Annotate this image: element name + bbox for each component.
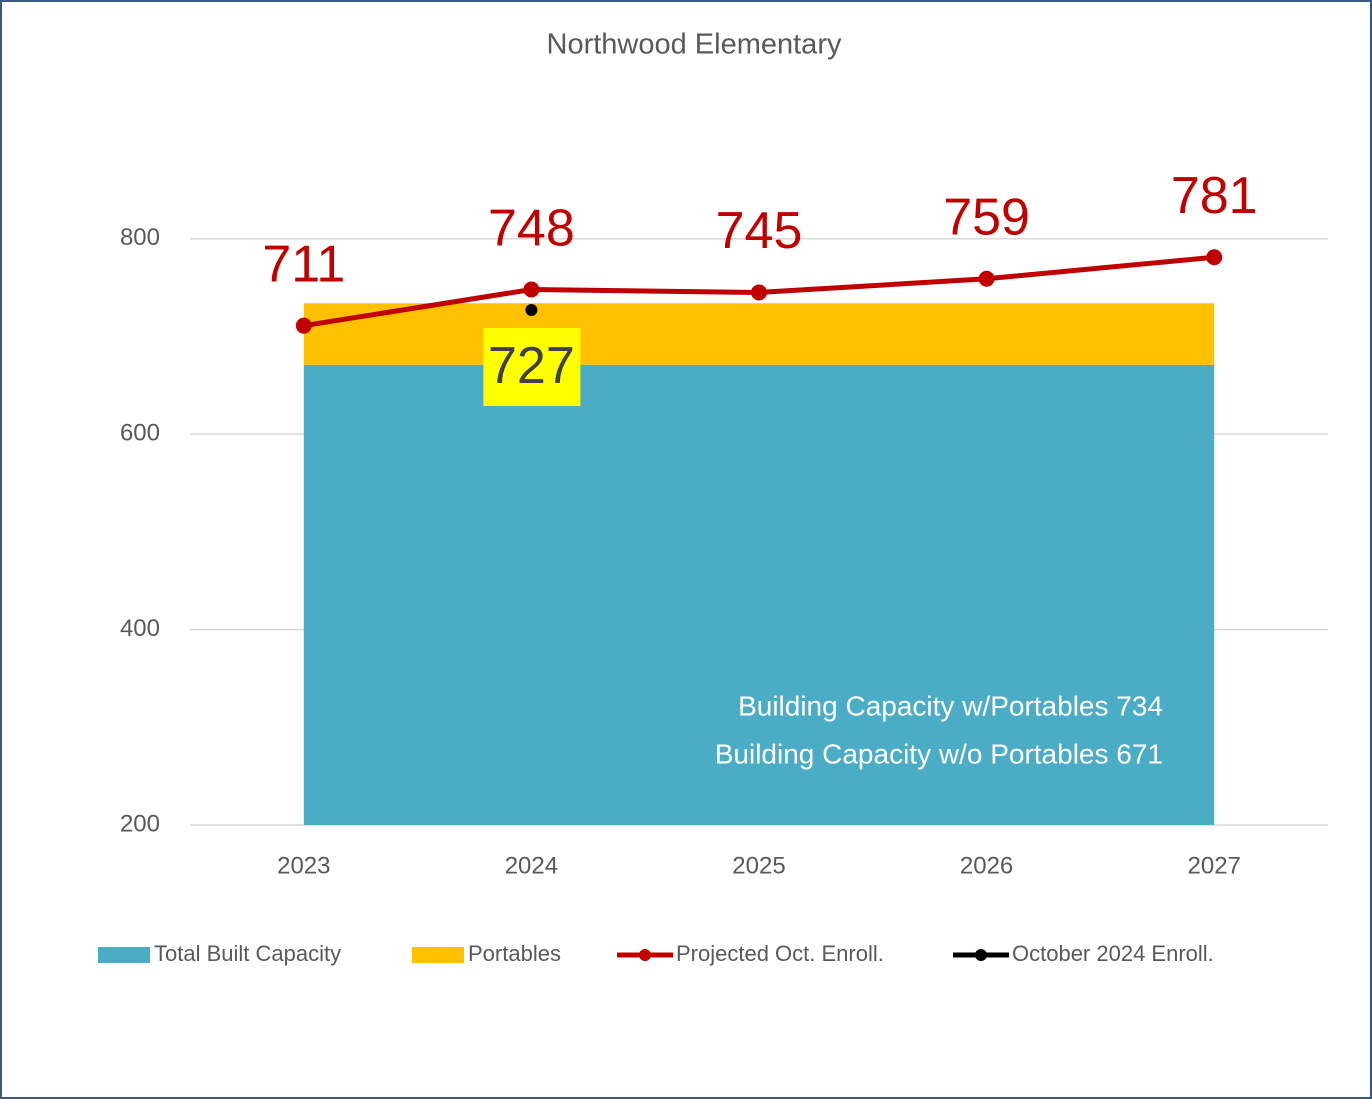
x-tick-label: 2027	[1188, 852, 1241, 879]
data-label: 748	[488, 199, 575, 257]
legend-marker	[639, 949, 651, 961]
annotation: Building Capacity w/o Portables 671	[715, 738, 1163, 769]
annotation: Building Capacity w/Portables 734	[738, 690, 1163, 721]
legend-label: Total Built Capacity	[154, 941, 341, 966]
legend-marker	[975, 949, 987, 961]
marker	[1206, 249, 1223, 266]
x-tick-label: 2024	[505, 852, 558, 879]
data-label: 711	[262, 235, 345, 293]
y-tick-label: 400	[120, 615, 160, 642]
legend-swatch	[98, 947, 150, 963]
area	[303, 303, 1215, 365]
legend-label: October 2024 Enroll.	[1012, 941, 1214, 966]
marker	[295, 317, 312, 334]
y-tick-label: 600	[120, 419, 160, 446]
data-label: 781	[1171, 167, 1258, 225]
legend-label: Projected Oct. Enroll.	[676, 941, 884, 966]
marker	[525, 304, 538, 317]
chart-title: Northwood Elementary	[547, 29, 842, 61]
legend-label: Portables	[468, 941, 561, 966]
marker	[523, 281, 540, 298]
marker	[751, 284, 767, 301]
marker	[978, 270, 995, 287]
area	[303, 364, 1215, 825]
data-label-bg	[483, 328, 581, 407]
data-label: 727	[488, 337, 575, 395]
x-tick-label: 2025	[732, 852, 785, 879]
data-label: 759	[943, 189, 1030, 247]
y-tick-label: 800	[120, 224, 160, 251]
legend-swatch	[412, 947, 464, 963]
x-tick-label: 2026	[960, 852, 1013, 879]
data-label: 745	[716, 202, 803, 260]
y-tick-label: 200	[120, 810, 160, 837]
x-tick-label: 2023	[277, 852, 330, 879]
